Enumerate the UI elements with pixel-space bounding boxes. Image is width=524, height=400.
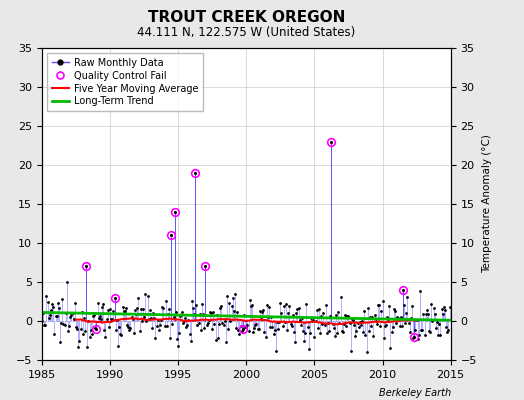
Text: Berkeley Earth: Berkeley Earth <box>378 388 451 398</box>
Text: 44.111 N, 122.575 W (United States): 44.111 N, 122.575 W (United States) <box>137 26 355 39</box>
Text: TROUT CREEK OREGON: TROUT CREEK OREGON <box>148 10 345 25</box>
Legend: Raw Monthly Data, Quality Control Fail, Five Year Moving Average, Long-Term Tren: Raw Monthly Data, Quality Control Fail, … <box>47 53 203 111</box>
Y-axis label: Temperature Anomaly (°C): Temperature Anomaly (°C) <box>482 134 492 274</box>
